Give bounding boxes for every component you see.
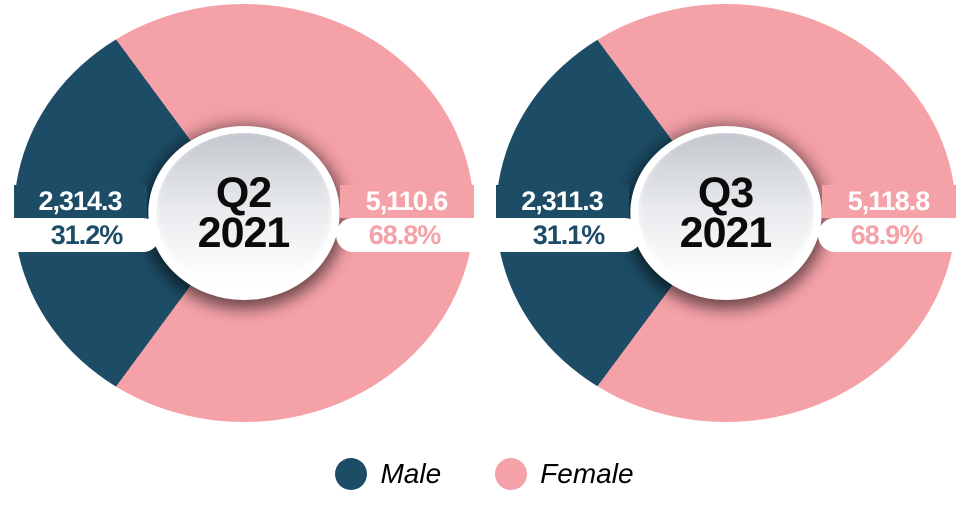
female-percent-badge: 68.8% [335,218,474,252]
male-value-label: 2,314.3 [13,185,147,218]
chart-period-label: Q2 2021 [14,4,474,422]
donut-hole [629,126,822,300]
legend-item-female: Female [495,458,634,490]
legend-label-female: Female [540,458,634,489]
legend: Male Female [0,458,969,490]
donut-charts-row: 2,314.3 31.2% 5,110.6 68.8% Q2 2021 2,31… [13,4,956,422]
male-percent-badge: 31.1% [495,218,642,252]
legend-item-male: Male [335,458,441,490]
period-year: 2021 [197,209,291,257]
period-quarter: Q2 [215,168,272,217]
female-color-swatch-icon [495,458,528,490]
male-value-label: 2,311.3 [495,185,629,218]
donut-hole-face [155,133,332,293]
female-value-label: 5,118.8 [821,185,956,218]
period-year: 2021 [679,209,773,257]
male-color-swatch-icon [335,458,368,490]
chart-period-label: Q3 2021 [496,4,956,422]
female-percent-badge: 68.9% [817,218,956,252]
male-percent-badge: 31.2% [13,218,160,252]
legend-label-male: Male [380,458,442,489]
donut-hole [147,126,340,300]
female-value-label: 5,110.6 [339,185,474,218]
donut-chart-q3-2021: 2,311.3 31.1% 5,118.8 68.9% Q3 2021 [495,4,956,422]
donut-hole-face [637,133,814,293]
period-quarter: Q3 [697,168,754,217]
donut-chart-q2-2021: 2,314.3 31.2% 5,110.6 68.8% Q2 2021 [13,4,474,422]
